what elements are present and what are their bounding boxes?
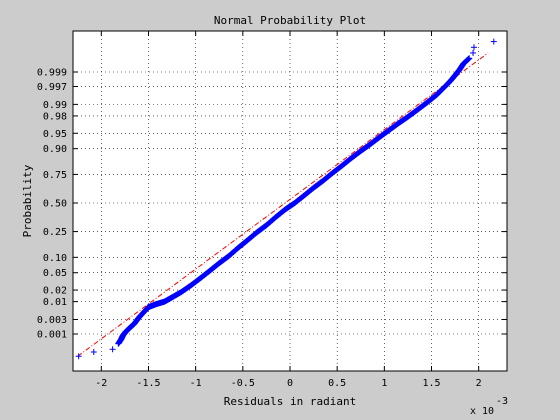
- data-point: [465, 55, 472, 62]
- y-tick-label: 0.75: [43, 170, 67, 181]
- x-exponent-power: -3: [496, 396, 508, 407]
- y-axis-label: Probability: [21, 164, 34, 237]
- x-tick-label: -1: [190, 378, 202, 389]
- y-tick-label: 0.99: [43, 100, 67, 111]
- x-tick-label: -0.5: [231, 378, 255, 389]
- y-tick-label: 0.98: [43, 111, 67, 122]
- y-tick-label: 0.10: [43, 253, 67, 264]
- x-tick-label: 1: [381, 378, 387, 389]
- y-axis-ticks: 0.001 0.003 0.010.02 0.05 0.10 0.25 0.50 0.75 0.…: [37, 68, 507, 341]
- y-tick-label: 0.25: [43, 227, 67, 238]
- y-tick-label: 0.50: [43, 199, 67, 210]
- y-tick-label: 0.01: [43, 297, 67, 308]
- data-point: [470, 44, 477, 51]
- x-tick-label: 0: [287, 378, 293, 389]
- x-tick-label: -2: [95, 378, 107, 389]
- data-point: [109, 346, 116, 353]
- data-point: [470, 49, 477, 56]
- y-tick-label: 0.001: [37, 330, 67, 341]
- x-tick-label: -1.5: [136, 378, 160, 389]
- data-point: [490, 38, 497, 45]
- x-axis-label: Residuals in radiant: [224, 395, 356, 408]
- grid-lines: [73, 31, 507, 371]
- y-tick-label: 0.05: [43, 268, 67, 279]
- y-tick-label: 0.02: [43, 286, 67, 297]
- x-axis-ticks: -2 -1.5 -1 -0.5 0 0.5 1 1.5 2: [95, 31, 482, 389]
- y-tick-label: 0.95: [43, 129, 67, 140]
- x-tick-label: 1.5: [422, 378, 440, 389]
- data-point: [90, 349, 97, 356]
- data-points-layer: [75, 38, 497, 360]
- x-tick-label: 0.5: [328, 378, 346, 389]
- y-tick-label: 0.003: [37, 315, 67, 326]
- chart-title: Normal Probability Plot: [214, 14, 366, 27]
- x-tick-label: 2: [476, 378, 482, 389]
- data-point: [75, 353, 82, 360]
- y-tick-label: 0.997: [37, 82, 67, 93]
- y-tick-label: 0.999: [37, 68, 67, 79]
- y-tick-label: 0.90: [43, 144, 67, 155]
- x-exponent-base: x 10: [470, 406, 494, 417]
